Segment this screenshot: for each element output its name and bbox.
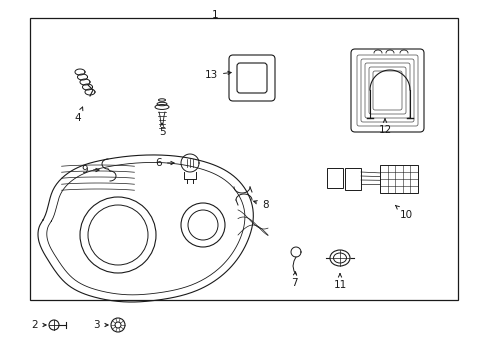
Text: 13: 13 xyxy=(204,70,231,80)
Text: 2: 2 xyxy=(31,320,46,330)
Text: 10: 10 xyxy=(395,205,412,220)
Text: 5: 5 xyxy=(159,123,165,137)
Text: 3: 3 xyxy=(93,320,108,330)
Text: 6: 6 xyxy=(155,158,174,168)
Bar xyxy=(326,168,342,188)
Text: 1: 1 xyxy=(211,10,218,20)
Bar xyxy=(379,165,417,193)
Text: 9: 9 xyxy=(81,165,99,175)
Text: 4: 4 xyxy=(75,107,82,123)
Text: 12: 12 xyxy=(378,119,391,135)
Bar xyxy=(30,18,457,300)
Text: 11: 11 xyxy=(333,274,346,290)
Text: 8: 8 xyxy=(253,200,268,210)
Bar xyxy=(345,168,360,190)
Text: 7: 7 xyxy=(290,272,297,288)
